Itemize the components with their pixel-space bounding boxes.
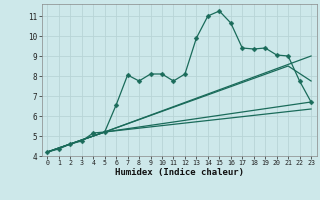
X-axis label: Humidex (Indice chaleur): Humidex (Indice chaleur) [115,168,244,177]
